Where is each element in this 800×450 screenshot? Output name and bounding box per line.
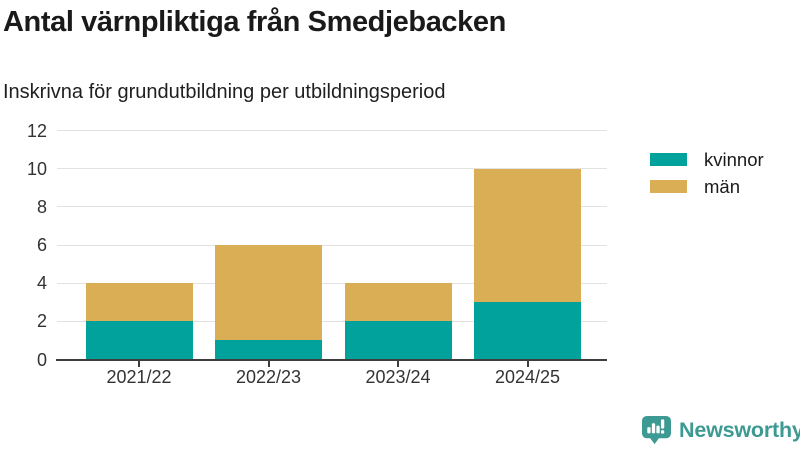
y-tick-label-4: 4	[36, 273, 47, 294]
gridline-y4	[57, 282, 607, 284]
x-tick-2023/24	[397, 361, 399, 367]
gridline-y6	[57, 244, 607, 246]
y-tick-label-10: 10	[26, 158, 47, 179]
bar-segment-kvinnor-2022/23	[215, 340, 322, 360]
legend: kvinnor män	[650, 146, 764, 200]
x-tick-label-2024/25: 2024/25	[494, 367, 561, 387]
y-tick-label-8: 8	[36, 196, 47, 217]
bar-segment-kvinnor-2021/22	[85, 321, 193, 360]
bar-segment-män-2024/25	[474, 168, 581, 303]
legend-item-kvinnor: kvinnor	[650, 146, 764, 173]
gridline-y8	[57, 206, 607, 208]
gridline-y2	[57, 320, 607, 322]
newsworthy-wordmark: Newsworthy	[679, 418, 800, 442]
x-tick-2021/22	[138, 361, 140, 367]
y-tick-label-12: 12	[26, 120, 47, 141]
legend-swatch-kvinnor	[650, 153, 687, 166]
y-tick-label-6: 6	[36, 235, 47, 255]
legend-item-man: män	[650, 173, 764, 200]
x-tick-2024/25	[526, 361, 529, 367]
x-tick-label-2022/23: 2022/23	[235, 367, 302, 387]
x-axis-line	[56, 358, 607, 361]
bar-chart-speech-bubble-icon	[641, 415, 672, 445]
bar-segment-kvinnor-2023/24	[344, 321, 452, 360]
bar-segment-män-2021/22	[85, 283, 193, 322]
bar-segment-män-2023/24	[344, 283, 452, 322]
x-tick-label-2021/22: 2021/22	[106, 367, 172, 387]
legend-label-man: män	[704, 175, 740, 197]
y-tick-label-0: 0	[36, 349, 47, 370]
chart-title: Antal värnpliktiga från Smedjebacken	[3, 6, 506, 38]
bar-segment-kvinnor-2024/25	[474, 302, 581, 360]
x-tick-label-2023/24: 2023/24	[365, 367, 431, 387]
chart-subtitle: Inskrivna för grundutbildning per utbild…	[3, 81, 446, 103]
y-tick-label-2: 2	[36, 311, 47, 332]
legend-swatch-man	[650, 180, 687, 193]
x-tick-2022/23	[267, 361, 270, 367]
gridline-y10	[57, 168, 607, 170]
legend-label-kvinnor: kvinnor	[704, 148, 764, 170]
bar-segment-män-2022/23	[215, 245, 322, 341]
gridline-y12	[57, 130, 607, 131]
newsworthy-logo: Newsworthy	[640, 415, 800, 446]
